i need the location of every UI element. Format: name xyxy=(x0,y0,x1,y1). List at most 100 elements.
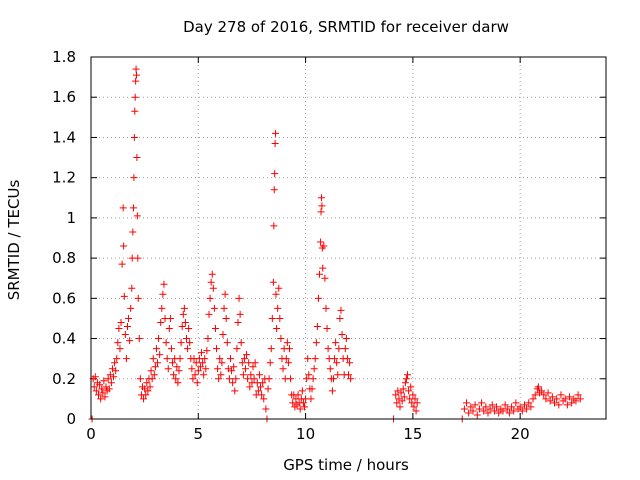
data-point xyxy=(133,212,141,220)
data-point xyxy=(218,359,226,367)
data-point xyxy=(154,359,162,367)
data-point xyxy=(123,322,131,330)
data-point xyxy=(189,375,197,383)
data-point xyxy=(512,399,520,407)
data-point xyxy=(188,365,196,373)
data-point xyxy=(482,403,490,411)
data-point xyxy=(341,345,349,353)
chart-title: Day 278 of 2016, SRMTID for receiver dar… xyxy=(183,18,509,36)
data-point xyxy=(132,65,140,73)
data-point xyxy=(334,371,342,379)
data-point xyxy=(307,395,315,403)
data-point xyxy=(271,139,279,147)
data-point xyxy=(126,337,134,345)
data-point xyxy=(322,304,330,312)
data-point xyxy=(194,367,202,375)
data-point xyxy=(266,359,274,367)
data-point xyxy=(160,280,168,288)
data-point xyxy=(247,371,255,379)
data-point xyxy=(332,339,340,347)
data-point xyxy=(174,379,182,387)
data-point xyxy=(518,407,526,415)
data-point xyxy=(493,403,501,411)
data-point xyxy=(328,387,336,395)
data-point xyxy=(397,389,405,397)
data-point xyxy=(326,365,334,373)
data-point xyxy=(129,228,137,236)
data-point xyxy=(488,401,496,409)
data-point xyxy=(117,318,125,326)
data-point xyxy=(320,242,328,250)
data-point xyxy=(134,294,142,302)
data-point xyxy=(401,379,409,387)
data-point xyxy=(495,409,503,417)
data-point xyxy=(312,339,320,347)
data-point xyxy=(542,395,550,403)
data-point xyxy=(205,310,213,318)
x-tick-label: 10 xyxy=(296,425,315,443)
data-point xyxy=(99,389,107,397)
data-point xyxy=(143,379,151,387)
data-point xyxy=(269,278,277,286)
data-point xyxy=(163,355,171,363)
data-point xyxy=(233,345,241,353)
data-point xyxy=(345,371,352,379)
data-point xyxy=(267,345,275,353)
data-point xyxy=(149,355,157,363)
data-point xyxy=(486,405,494,413)
data-point xyxy=(525,399,533,407)
data-point xyxy=(217,371,225,379)
data-point xyxy=(317,238,325,246)
data-point xyxy=(555,401,563,409)
data-point xyxy=(544,389,552,397)
data-point xyxy=(317,194,325,202)
data-points xyxy=(88,65,584,423)
data-point xyxy=(186,339,194,347)
data-point xyxy=(105,385,113,393)
data-point xyxy=(185,325,193,332)
data-point xyxy=(268,314,276,322)
data-point xyxy=(283,339,291,347)
data-point xyxy=(540,391,548,399)
y-tick-label: 0 xyxy=(66,410,76,428)
data-point xyxy=(173,363,181,371)
data-point xyxy=(413,399,421,407)
data-point xyxy=(249,363,257,371)
data-point xyxy=(499,407,507,415)
data-point xyxy=(534,383,542,391)
data-point xyxy=(98,385,106,393)
data-point xyxy=(258,391,266,399)
data-point xyxy=(257,383,265,391)
x-tick-label: 5 xyxy=(194,425,204,443)
data-point xyxy=(490,407,498,415)
data-point xyxy=(333,359,341,367)
data-point xyxy=(410,403,418,411)
data-point xyxy=(238,359,246,367)
data-point xyxy=(219,331,227,339)
y-tick-label: 1.2 xyxy=(52,169,76,187)
data-point xyxy=(347,375,355,383)
data-point xyxy=(289,399,297,407)
data-point xyxy=(285,345,293,353)
data-point xyxy=(262,405,270,413)
data-point xyxy=(321,274,329,282)
data-point xyxy=(133,154,141,162)
data-point xyxy=(245,359,253,367)
data-point xyxy=(311,355,319,363)
data-point xyxy=(329,375,337,383)
data-point xyxy=(134,254,142,262)
data-point xyxy=(308,385,316,393)
data-point xyxy=(234,318,242,326)
data-point xyxy=(178,322,186,330)
data-point xyxy=(478,399,486,407)
data-point xyxy=(304,355,312,363)
data-point xyxy=(546,397,554,405)
data-point xyxy=(264,385,272,393)
data-point xyxy=(104,375,112,383)
data-point xyxy=(501,401,509,409)
data-point xyxy=(412,407,420,415)
data-point xyxy=(287,375,295,383)
data-point xyxy=(301,403,309,411)
data-point xyxy=(400,393,408,401)
